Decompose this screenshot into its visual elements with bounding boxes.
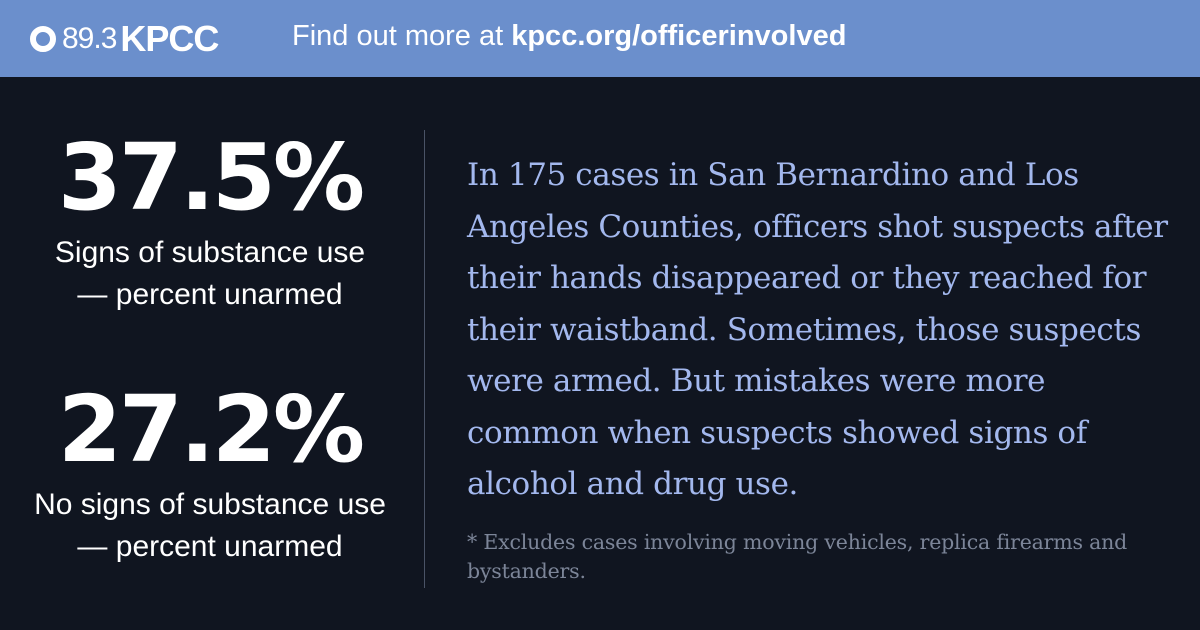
stat-label: Signs of substance use — percent unarmed — [0, 232, 420, 316]
header-banner: 89.3 KPCC Find out more at kpcc.org/offi… — [0, 0, 1200, 77]
stat-label-line1: No signs of substance use — [34, 488, 386, 521]
stats-column: 37.5% Signs of substance use — percent u… — [0, 77, 420, 630]
stat-label-line2: — percent unarmed — [77, 530, 343, 563]
stat-label-line1: Signs of substance use — [54, 236, 366, 269]
kpcc-logo[interactable]: 89.3 KPCC — [30, 18, 219, 60]
logo-name: KPCC — [120, 18, 219, 59]
stat-value: 27.2% — [57, 376, 365, 483]
vertical-divider — [424, 130, 425, 588]
cta-link[interactable]: kpcc.org/officerinvolved — [511, 20, 847, 52]
stat-label-line2: — percent unarmed — [77, 278, 343, 311]
body-paragraph: In 175 cases in San Bernardino and Los A… — [467, 157, 1168, 502]
stat-label: No signs of substance use — percent unar… — [0, 484, 420, 568]
stat-substance-use: 37.5% Signs of substance use — percent u… — [0, 132, 420, 316]
stat-value: 37.5% — [57, 124, 365, 231]
cta-text: Find out more at kpcc.org/officerinvolve… — [292, 20, 846, 53]
cta-prefix: Find out more at — [292, 20, 512, 52]
logo-ring-icon — [30, 26, 56, 52]
footnote: * Excludes cases involving moving vehicl… — [467, 530, 1128, 583]
logo-frequency: 89.3 — [62, 22, 117, 55]
stat-no-substance-use: 27.2% No signs of substance use — percen… — [0, 384, 420, 568]
